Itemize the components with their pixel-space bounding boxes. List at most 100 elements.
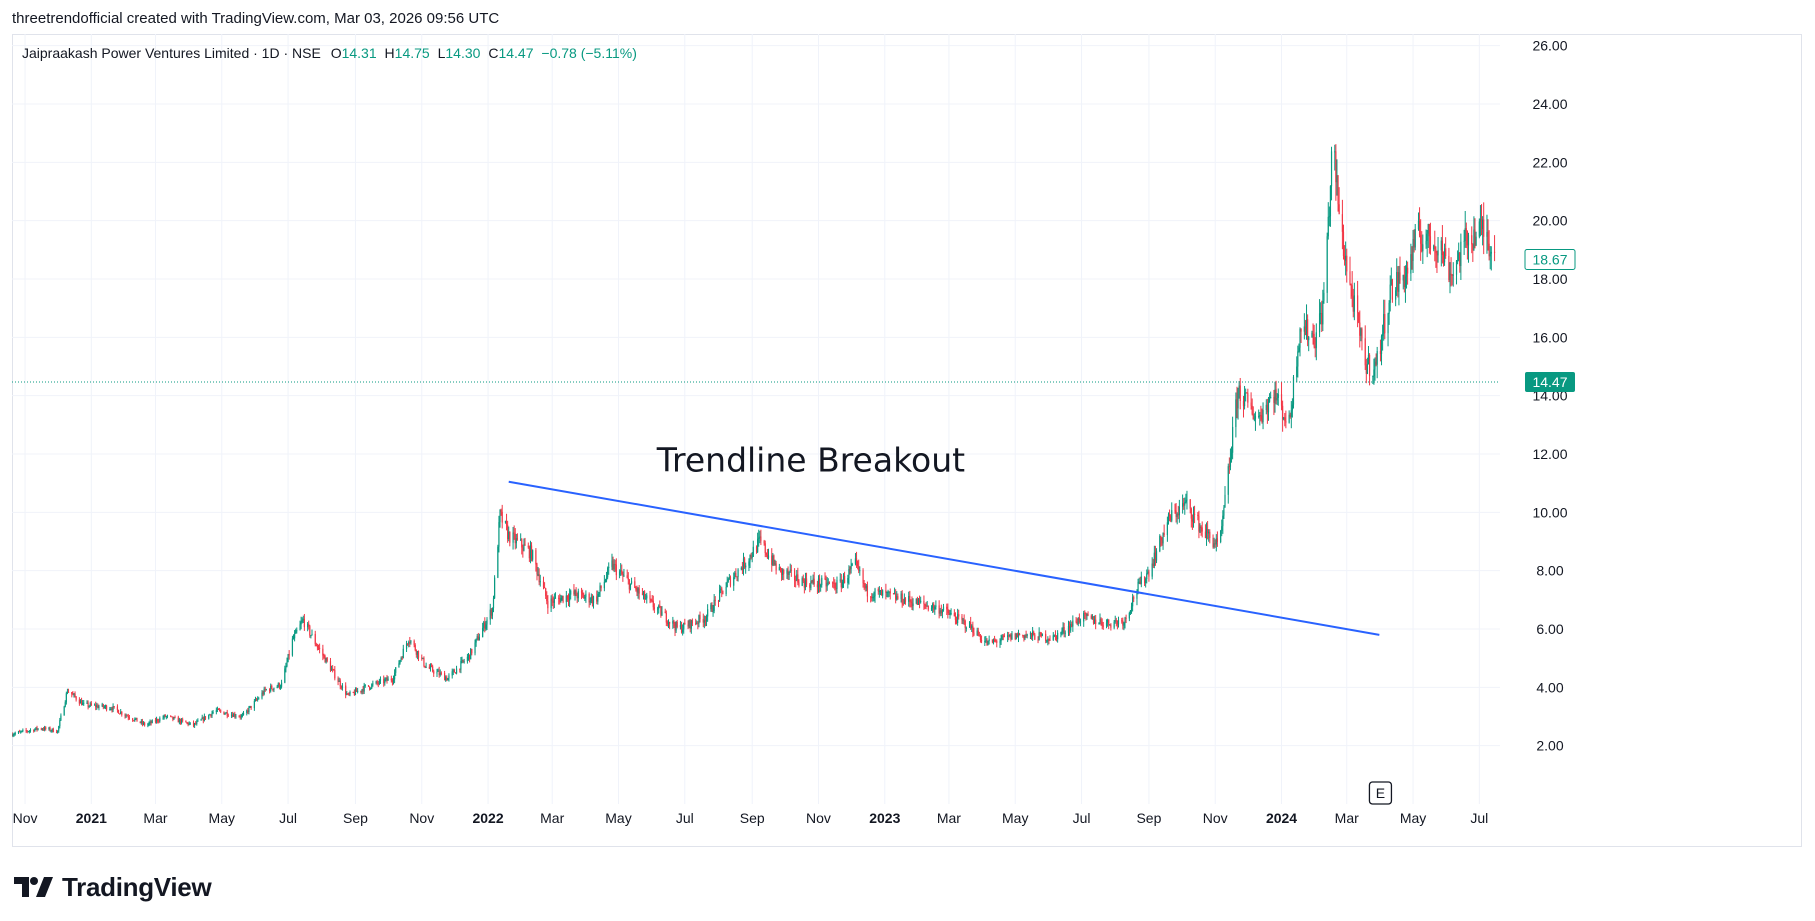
candle-body [857, 561, 859, 566]
candle-body [976, 630, 978, 636]
candle-body [370, 688, 372, 690]
candle-body [322, 648, 324, 656]
candle-body [144, 722, 146, 726]
candle-body [219, 709, 221, 711]
candle-body [901, 593, 903, 604]
candle-body [29, 729, 32, 731]
candle-body [37, 728, 39, 730]
candle-body [446, 677, 448, 681]
x-tick-label: Nov [13, 810, 38, 826]
candle-body [941, 610, 944, 614]
candle-body [1174, 510, 1176, 512]
candle-body [1022, 635, 1024, 637]
candle-body [1312, 332, 1314, 334]
candle-body [1335, 151, 1337, 183]
candle-body [712, 611, 714, 613]
candle-body [1227, 466, 1229, 495]
trendline-breakout-label[interactable]: Trendline Breakout [656, 441, 965, 480]
candle-body [687, 624, 689, 627]
candle-body [751, 556, 753, 558]
candle-body [1045, 633, 1047, 642]
candle-body [409, 641, 411, 643]
candle-body [482, 627, 484, 638]
candle-body [75, 696, 77, 700]
candle-body [842, 575, 845, 582]
candle-body [834, 583, 836, 589]
candle-body [970, 621, 972, 629]
candle-body [584, 597, 586, 599]
candle-body [809, 584, 811, 588]
candle-body [1259, 415, 1261, 417]
candle-body [467, 654, 470, 657]
x-tick-label: 2024 [1266, 810, 1297, 826]
candle-body [1418, 220, 1421, 236]
candle-body [470, 648, 472, 660]
candle-body [1079, 621, 1082, 623]
candle-body [1168, 514, 1171, 517]
x-tick-label: 2022 [472, 810, 503, 826]
candle-body [1216, 538, 1218, 542]
candle-body [645, 598, 647, 600]
candle-body [332, 668, 334, 670]
candle-body [1457, 260, 1459, 262]
candle-body [646, 595, 648, 599]
candle-body [902, 603, 904, 605]
x-tick-label: 2021 [76, 810, 107, 826]
candle-body [1139, 581, 1141, 584]
candle-body [461, 659, 463, 661]
candle-body [398, 663, 400, 668]
candle-body [1367, 354, 1370, 364]
earnings-marker[interactable]: E [1368, 781, 1393, 805]
candle-body [393, 672, 396, 680]
candle-body [1282, 405, 1284, 420]
price-chart[interactable]: Nov 2021 Mar May Jul Sep Nov 2022 Mar May Jul Sep No… [12, 34, 1802, 847]
candle-body [1480, 219, 1483, 230]
candle-body [882, 590, 884, 596]
candle-body [1221, 526, 1223, 531]
tradingview-brand[interactable]: TradingView [14, 870, 212, 904]
candle-body [1243, 393, 1246, 407]
candle-body [1388, 302, 1390, 314]
y-tick-label: 22.00 [1532, 154, 1567, 170]
candle-body [596, 596, 598, 602]
candle-body [1184, 501, 1186, 506]
candle-body [532, 550, 534, 560]
y-axis: 2.004.006.008.0010.0012.0014.0016.0018.0… [1532, 38, 1567, 754]
symbol-legend[interactable]: Jaipraakash Power Ventures Limited · 1D … [22, 45, 637, 61]
candle-body [1146, 573, 1148, 580]
candle-body [758, 537, 760, 539]
candle-body [1460, 241, 1462, 267]
candle-body [501, 511, 503, 523]
x-tick-label: Jul [1073, 810, 1091, 826]
candle-body [832, 582, 834, 584]
candle-body [734, 572, 736, 578]
candle-body [932, 604, 934, 609]
candle-body [1297, 351, 1299, 367]
candle-body [953, 613, 955, 617]
candle-body [604, 580, 607, 582]
candle-body [1214, 543, 1216, 545]
candle-body [128, 717, 130, 719]
candle-body [1458, 252, 1460, 261]
crosshair-price-label: 18.67 [1532, 251, 1567, 267]
candle-body [1260, 415, 1262, 420]
candle-body [453, 670, 455, 673]
trendline[interactable] [508, 480, 1380, 636]
candle-body [1410, 254, 1412, 274]
candle-body [121, 711, 123, 715]
candle-body [261, 692, 263, 699]
candle-body [558, 597, 560, 599]
candle-body [451, 671, 453, 676]
candle-body [590, 596, 592, 602]
candle-body [1321, 313, 1323, 325]
candle-body [1133, 597, 1135, 599]
candle-body [690, 620, 692, 629]
candle-body [798, 582, 800, 586]
candle-body [310, 635, 312, 637]
candle-body [323, 655, 325, 657]
candle-body [1361, 328, 1363, 339]
candle-body [1289, 414, 1291, 417]
candle-body [630, 581, 633, 584]
candle-body [950, 613, 952, 615]
candle-body [1024, 635, 1026, 639]
